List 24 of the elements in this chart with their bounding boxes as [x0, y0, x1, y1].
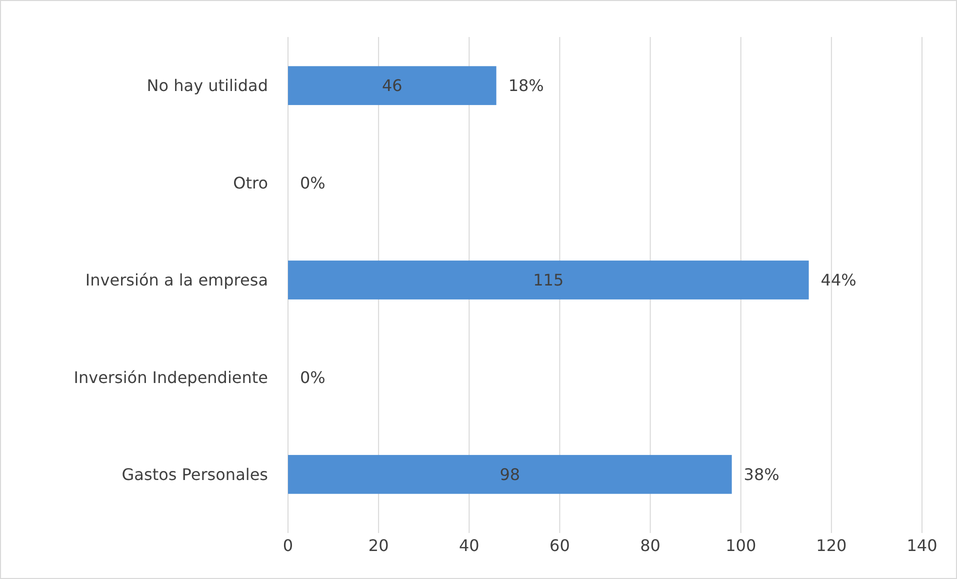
- x-tick-label: 40: [458, 536, 480, 555]
- annotation: 0%: [300, 173, 326, 192]
- data-label: 46: [382, 76, 402, 96]
- x-tick-label: 0: [282, 536, 294, 555]
- bar: [288, 454, 732, 494]
- x-tick-label: 140: [906, 536, 938, 555]
- y-tick-label: Gastos Personales: [122, 465, 268, 484]
- x-tick-label: 60: [550, 536, 570, 555]
- bar: [288, 66, 496, 106]
- bar: [288, 260, 809, 300]
- annotation: 38%: [744, 465, 780, 484]
- data-label: 115: [533, 270, 564, 290]
- x-tick-label: 100: [726, 536, 756, 555]
- x-tick-label: 120: [816, 536, 847, 555]
- y-tick-label: Inversión a la empresa: [85, 270, 268, 290]
- x-tick-label: 20: [368, 536, 389, 555]
- x-tick-label: 80: [640, 536, 660, 555]
- y-tick-label: No hay utilidad: [146, 76, 268, 96]
- data-label: 98: [500, 465, 520, 484]
- annotation: 18%: [508, 76, 544, 96]
- annotation: 44%: [820, 270, 856, 290]
- annotation: 0%: [300, 368, 326, 387]
- y-tick-label: Inversión Independiente: [74, 368, 268, 387]
- y-tick-label: Otro: [233, 173, 268, 192]
